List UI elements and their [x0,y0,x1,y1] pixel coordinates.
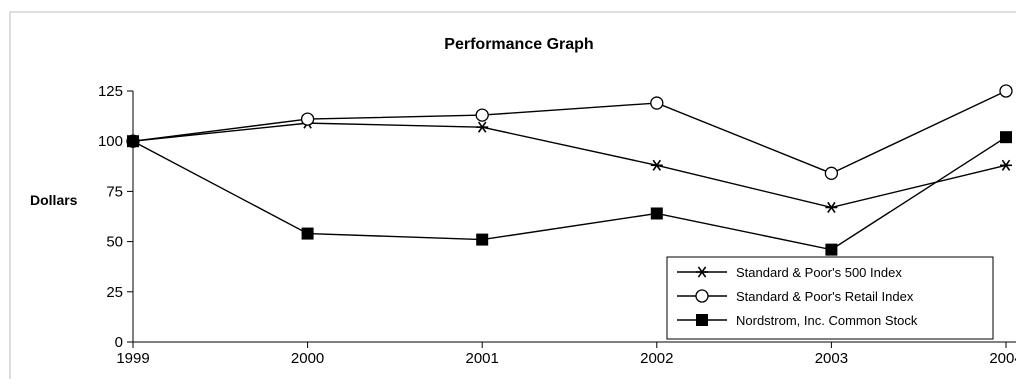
series-1 [126,84,1013,180]
legend-item: Standard & Poor's Retail Index [677,289,914,304]
asterisk-marker [825,201,838,214]
legend-label: Standard & Poor's 500 Index [736,265,902,280]
square-marker [1000,131,1012,144]
series-line [132,136,1007,251]
y-tick-label: 125 [98,83,123,100]
x-tick-label: 2000 [291,350,324,367]
legend-box [666,256,994,340]
y-tick-label: 50 [106,234,123,251]
square-marker [127,135,139,148]
legend-circle-marker [695,289,709,303]
square-marker [650,207,663,220]
legend-items: Standard & Poor's 500 Index Standard & Po… [677,265,918,328]
circle-marker [824,166,839,180]
legend-asterisk-marker [696,266,708,278]
series-0 [127,117,1012,214]
legend-item: Nordstrom, Inc. Common Stock [677,313,918,328]
axes: 0 25 50 75 100 125 1999 2000 2001 2002 2003 2004 [98,83,1016,367]
legend: Standard & Poor's 500 Index Standard & Po… [666,256,994,340]
asterisk-marker [1000,159,1012,171]
legend-item: Standard & Poor's 500 Index [677,265,902,280]
x-tick-label: 2004 [989,350,1016,367]
square-marker [476,233,489,246]
series-line [132,122,1007,209]
x-tick-label: 2001 [466,350,499,367]
y-tick-label: 75 [106,183,123,200]
legend-label: Standard & Poor's Retail Index [736,289,914,304]
asterisk-marker [476,121,489,133]
y-axis-label: Dollars [30,192,78,208]
circle-marker [999,84,1013,98]
y-tick-label: 25 [106,284,123,301]
y-tick-label: 0 [115,334,123,351]
series-line [132,90,1007,175]
circle-marker [300,112,315,126]
x-tick-label: 2003 [815,350,848,367]
legend-square-marker [696,314,708,326]
square-marker [301,227,314,240]
y-tick-label: 100 [98,133,123,150]
square-marker [825,243,838,256]
x-tick-label: 2002 [640,350,673,367]
x-tick-label: 1999 [116,350,149,367]
asterisk-marker [650,159,663,171]
chart-frame [9,11,1016,384]
series-2 [127,131,1012,256]
series-layer [126,84,1013,256]
legend-label: Nordstrom, Inc. Common Stock [736,313,918,328]
circle-marker [650,96,664,110]
chart-title: Performance Graph [444,36,593,53]
circle-marker [475,108,489,122]
